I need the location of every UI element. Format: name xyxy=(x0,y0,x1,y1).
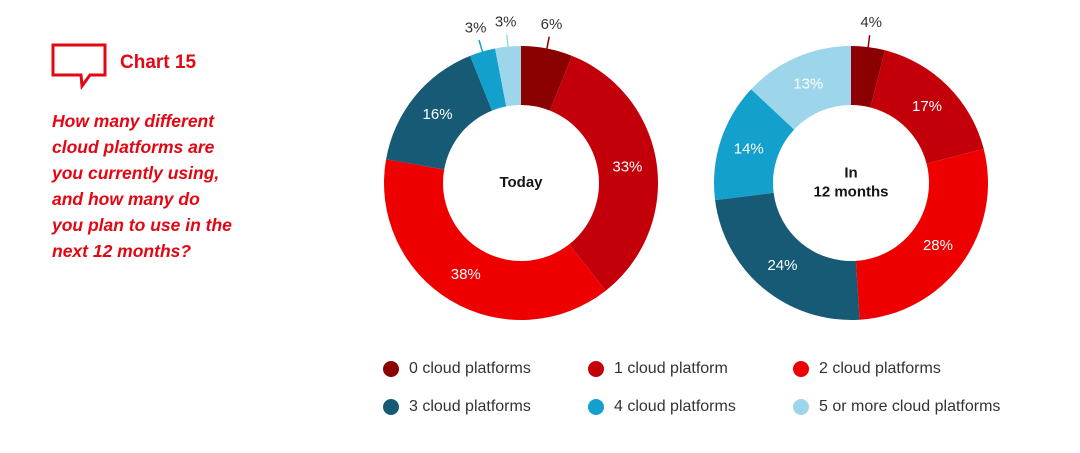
donut-slice xyxy=(549,55,658,291)
donut-slice xyxy=(851,46,886,108)
question-line: cloud platforms are xyxy=(52,137,215,157)
slice-label: 3% xyxy=(495,14,517,31)
donut-slice xyxy=(495,46,521,107)
legend-swatch xyxy=(793,361,809,377)
legend-item: 0 cloud platforms xyxy=(383,360,588,378)
donut-slice xyxy=(521,46,572,111)
donut-slice xyxy=(713,89,795,201)
slice-label: 24% xyxy=(767,257,797,274)
slice-leader-line xyxy=(478,39,484,54)
speech-bubble-icon xyxy=(51,43,107,90)
legend-label: 3 cloud platforms xyxy=(409,398,531,415)
legend-swatch xyxy=(383,361,399,377)
slice-label: 4% xyxy=(860,14,882,31)
legend-item: 3 cloud platforms xyxy=(383,398,588,416)
legend-label: 4 cloud platforms xyxy=(614,398,736,415)
question-line: How many different xyxy=(52,111,215,131)
question-line: next 12 months? xyxy=(52,241,192,261)
slice-label: 17% xyxy=(912,98,942,115)
legend-swatch xyxy=(793,399,809,415)
donut-slice xyxy=(384,159,606,320)
donut-slice xyxy=(715,192,860,321)
donut-slice xyxy=(855,148,988,320)
slice-label: 6% xyxy=(541,16,563,33)
legend-label: 0 cloud platforms xyxy=(409,360,531,377)
donut-charts: 6% 33% 38% 16% 3% 3% Today 4% 17% 28% 24% 14% 13% In 1… xyxy=(384,14,988,321)
slice-label: 3% xyxy=(465,19,487,36)
question-line: you plan to use in the xyxy=(52,215,232,235)
legend-label: 1 cloud platform xyxy=(614,360,728,377)
legend-item: 1 cloud platform xyxy=(588,360,793,378)
donut-slice xyxy=(386,55,493,170)
legend-item: 5 or more cloud platforms xyxy=(793,398,1033,416)
legend-label: 5 or more cloud platforms xyxy=(819,398,1001,415)
question-line: and how many do xyxy=(52,189,200,209)
slice-label: 38% xyxy=(451,266,481,283)
slice-label: 28% xyxy=(923,237,953,254)
chart-question: How many different cloud platforms are y… xyxy=(52,108,282,264)
donut-center-label: In xyxy=(844,164,857,181)
donut-center-label: 12 months xyxy=(813,183,888,200)
slice-leader-line xyxy=(867,35,871,50)
donut-slice xyxy=(751,46,851,130)
question-line: you currently using, xyxy=(52,163,220,183)
legend-label: 2 cloud platforms xyxy=(819,360,941,377)
slice-leader-line xyxy=(545,36,550,51)
donut-slice xyxy=(470,48,507,111)
chart-number-label: Chart 15 xyxy=(120,52,197,73)
chart-legend: 0 cloud platforms 1 cloud platform 2 clo… xyxy=(383,360,1063,416)
slice-label: 16% xyxy=(423,106,453,123)
legend-swatch xyxy=(383,399,399,415)
slice-label: 33% xyxy=(612,159,642,176)
slice-label: 13% xyxy=(793,75,823,92)
legend-item: 2 cloud platforms xyxy=(793,360,1033,378)
legend-swatch xyxy=(588,399,604,415)
donut-center-label: Today xyxy=(499,174,543,191)
legend-swatch xyxy=(588,361,604,377)
legend-item: 4 cloud platforms xyxy=(588,398,793,416)
slice-leader-line xyxy=(506,34,509,49)
donut-slice xyxy=(870,50,984,164)
slice-label: 14% xyxy=(734,141,764,158)
